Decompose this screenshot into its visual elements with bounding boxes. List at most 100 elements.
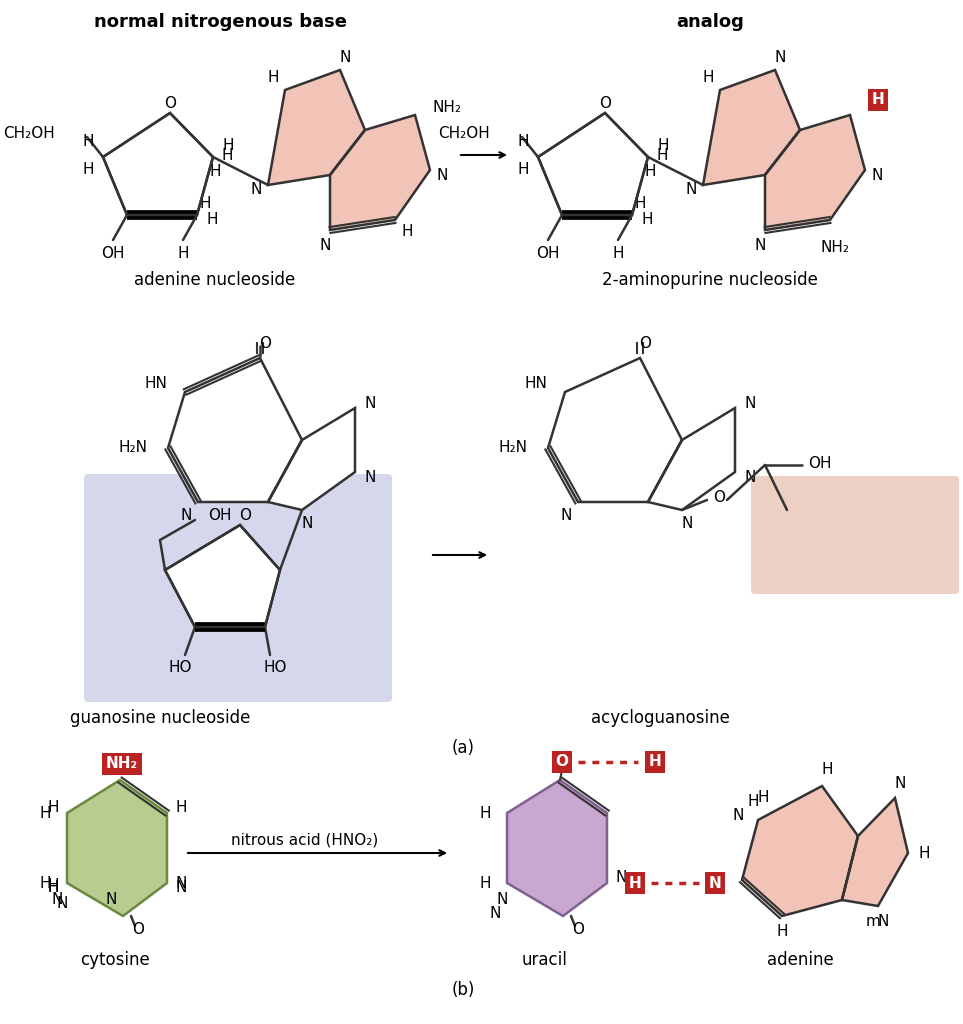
Polygon shape — [507, 780, 607, 916]
Text: H: H — [776, 925, 788, 939]
Text: H: H — [635, 196, 646, 211]
Text: N: N — [364, 395, 376, 411]
Text: H: H — [747, 795, 759, 810]
Text: H: H — [39, 806, 51, 820]
Text: N: N — [877, 914, 889, 930]
Text: N: N — [496, 893, 508, 907]
Text: N: N — [733, 808, 744, 822]
Text: O: O — [556, 755, 568, 769]
Text: OH: OH — [808, 456, 832, 470]
Text: O: O — [132, 923, 144, 938]
Text: H: H — [702, 71, 714, 85]
Text: N: N — [364, 469, 376, 484]
Text: H: H — [268, 71, 278, 85]
Text: N: N — [560, 509, 572, 523]
Text: H: H — [517, 134, 529, 150]
Text: N: N — [489, 905, 501, 921]
Text: O: O — [572, 923, 584, 938]
Text: H: H — [658, 137, 668, 153]
Text: acycloguanosine: acycloguanosine — [590, 709, 729, 727]
Text: N: N — [754, 238, 766, 253]
Text: N: N — [180, 509, 192, 523]
Text: N: N — [744, 395, 756, 411]
Text: N: N — [774, 50, 786, 66]
Text: nitrous acid (HNO₂): nitrous acid (HNO₂) — [231, 833, 378, 848]
Text: H: H — [199, 196, 211, 211]
Text: N: N — [175, 881, 187, 896]
Text: H: H — [656, 147, 667, 163]
Text: N: N — [51, 893, 63, 907]
Text: OH: OH — [536, 246, 560, 260]
Text: H: H — [641, 213, 653, 227]
Text: H: H — [221, 147, 233, 163]
Polygon shape — [67, 780, 167, 916]
Text: H: H — [480, 806, 491, 820]
Text: H: H — [757, 791, 768, 806]
Text: H₂N: H₂N — [119, 440, 148, 456]
Text: CH₂OH: CH₂OH — [3, 126, 55, 140]
Text: N: N — [872, 168, 883, 182]
Text: H: H — [209, 164, 221, 178]
Polygon shape — [268, 70, 365, 185]
Text: H: H — [82, 162, 93, 176]
Text: H: H — [612, 246, 624, 260]
Polygon shape — [648, 408, 735, 510]
Text: HN: HN — [144, 377, 167, 391]
Text: H: H — [47, 881, 59, 896]
Polygon shape — [842, 798, 908, 906]
Polygon shape — [703, 70, 800, 185]
Text: H: H — [47, 801, 59, 815]
Text: N: N — [56, 896, 67, 910]
Text: N: N — [709, 876, 721, 891]
Text: N: N — [250, 182, 262, 198]
Text: H: H — [82, 134, 93, 150]
Text: uracil: uracil — [522, 951, 568, 969]
Text: N: N — [615, 870, 627, 886]
Text: H: H — [402, 224, 413, 240]
Text: N: N — [715, 872, 726, 888]
Polygon shape — [742, 786, 858, 916]
Text: HN: HN — [524, 377, 547, 391]
Text: analog: analog — [676, 13, 744, 31]
Text: H: H — [919, 846, 929, 860]
Text: N: N — [175, 876, 187, 891]
Polygon shape — [103, 113, 213, 215]
Text: O: O — [239, 508, 251, 522]
Text: guanosine nucleoside: guanosine nucleoside — [69, 709, 250, 727]
Polygon shape — [168, 358, 302, 502]
Text: (a): (a) — [452, 739, 475, 757]
Polygon shape — [765, 115, 865, 230]
Text: NH₂: NH₂ — [820, 241, 849, 256]
Text: adenine nucleoside: adenine nucleoside — [135, 271, 296, 289]
Text: N: N — [895, 776, 905, 792]
Text: H: H — [644, 164, 656, 178]
Text: O: O — [713, 490, 725, 506]
Polygon shape — [548, 358, 682, 502]
Text: N: N — [301, 516, 313, 531]
Text: O: O — [599, 95, 611, 111]
FancyBboxPatch shape — [751, 476, 959, 594]
Text: N: N — [436, 168, 448, 182]
Text: H: H — [47, 879, 59, 894]
Text: H: H — [629, 876, 641, 891]
Polygon shape — [538, 113, 648, 215]
Text: N: N — [320, 238, 330, 253]
Text: cytosine: cytosine — [80, 951, 150, 969]
Text: HO: HO — [263, 659, 287, 675]
Text: HO: HO — [169, 659, 192, 675]
Text: H₂N: H₂N — [499, 440, 528, 456]
Text: H: H — [649, 755, 662, 769]
Text: normal nitrogenous base: normal nitrogenous base — [93, 13, 347, 31]
Text: NH₂: NH₂ — [433, 99, 462, 115]
Text: H: H — [517, 162, 529, 176]
Text: H: H — [206, 213, 218, 227]
Text: H: H — [480, 876, 491, 891]
Text: m: m — [866, 914, 880, 930]
Text: H: H — [39, 876, 51, 891]
Text: N: N — [686, 182, 696, 198]
Text: O: O — [164, 95, 176, 111]
Text: N: N — [105, 893, 117, 907]
Text: O: O — [639, 336, 651, 350]
Text: 2-aminopurine nucleoside: 2-aminopurine nucleoside — [602, 271, 818, 289]
Text: O: O — [259, 336, 271, 350]
